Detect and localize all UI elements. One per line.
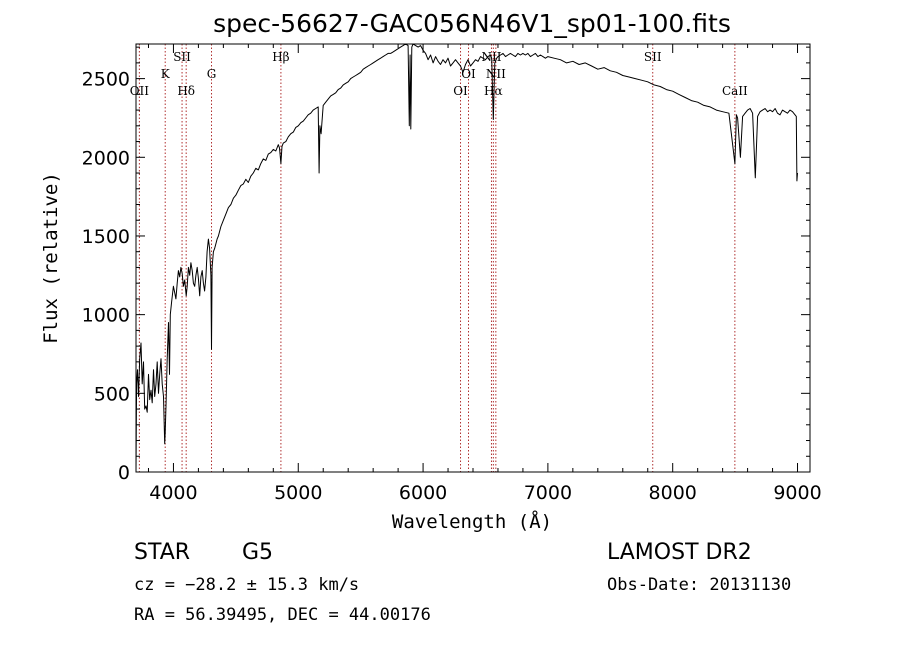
- x-tick-label: 5000: [274, 482, 322, 504]
- object-subclass: G5: [242, 540, 273, 565]
- spectral-line-label: Hδ: [177, 84, 195, 98]
- spectral-line-label: SII: [644, 50, 662, 64]
- spectral-line-label: CaII: [722, 84, 748, 98]
- spectral-line-label: G: [207, 67, 217, 81]
- survey-name: LAMOST DR2: [607, 540, 752, 565]
- spectral-line-label: SII: [173, 50, 191, 64]
- y-tick-label: 1500: [82, 226, 130, 248]
- spectral-line-label: NII: [486, 67, 506, 81]
- y-tick-label: 0: [118, 462, 130, 484]
- x-tick-label: 9000: [773, 482, 821, 504]
- spectral-line-label: Hα: [484, 84, 503, 98]
- spectrum-line: [135, 43, 798, 473]
- y-tick-label: 2000: [82, 147, 130, 169]
- x-tick-label: 6000: [399, 482, 447, 504]
- spectral-line-label: Hβ: [272, 50, 289, 64]
- spectral-line-label: K: [161, 67, 171, 81]
- x-tick-label: 8000: [649, 482, 697, 504]
- x-tick-label: 7000: [524, 482, 572, 504]
- redshift-text: cz = −28.2 ± 15.3 km/s: [134, 575, 359, 595]
- axes: 4000 5000 6000 7000 8000 9000 0 500 1000 1500 2000…: [82, 44, 822, 504]
- x-axis-label: Wavelength (Å): [392, 510, 552, 533]
- y-tick-label: 2500: [82, 69, 130, 91]
- spectral-line-label: OI: [453, 84, 468, 98]
- chart-title: spec-56627-GAC056N46V1_sp01-100.fits: [213, 9, 731, 38]
- plot-frame: [135, 43, 811, 473]
- object-type: STAR: [134, 540, 190, 565]
- x-tick-label: 4000: [149, 482, 197, 504]
- y-tick-label: 500: [94, 383, 130, 405]
- spectral-line-label: OII: [130, 84, 150, 98]
- coordinates: RA = 56.39495, DEC = 44.00176: [134, 605, 431, 625]
- obs-date: Obs-Date: 20131130: [607, 575, 791, 595]
- y-axis-label: Flux (relative): [40, 172, 62, 344]
- spectrum-series: [135, 43, 798, 473]
- spectral-line-label: OI: [461, 67, 476, 81]
- y-tick-label: 1000: [82, 305, 130, 327]
